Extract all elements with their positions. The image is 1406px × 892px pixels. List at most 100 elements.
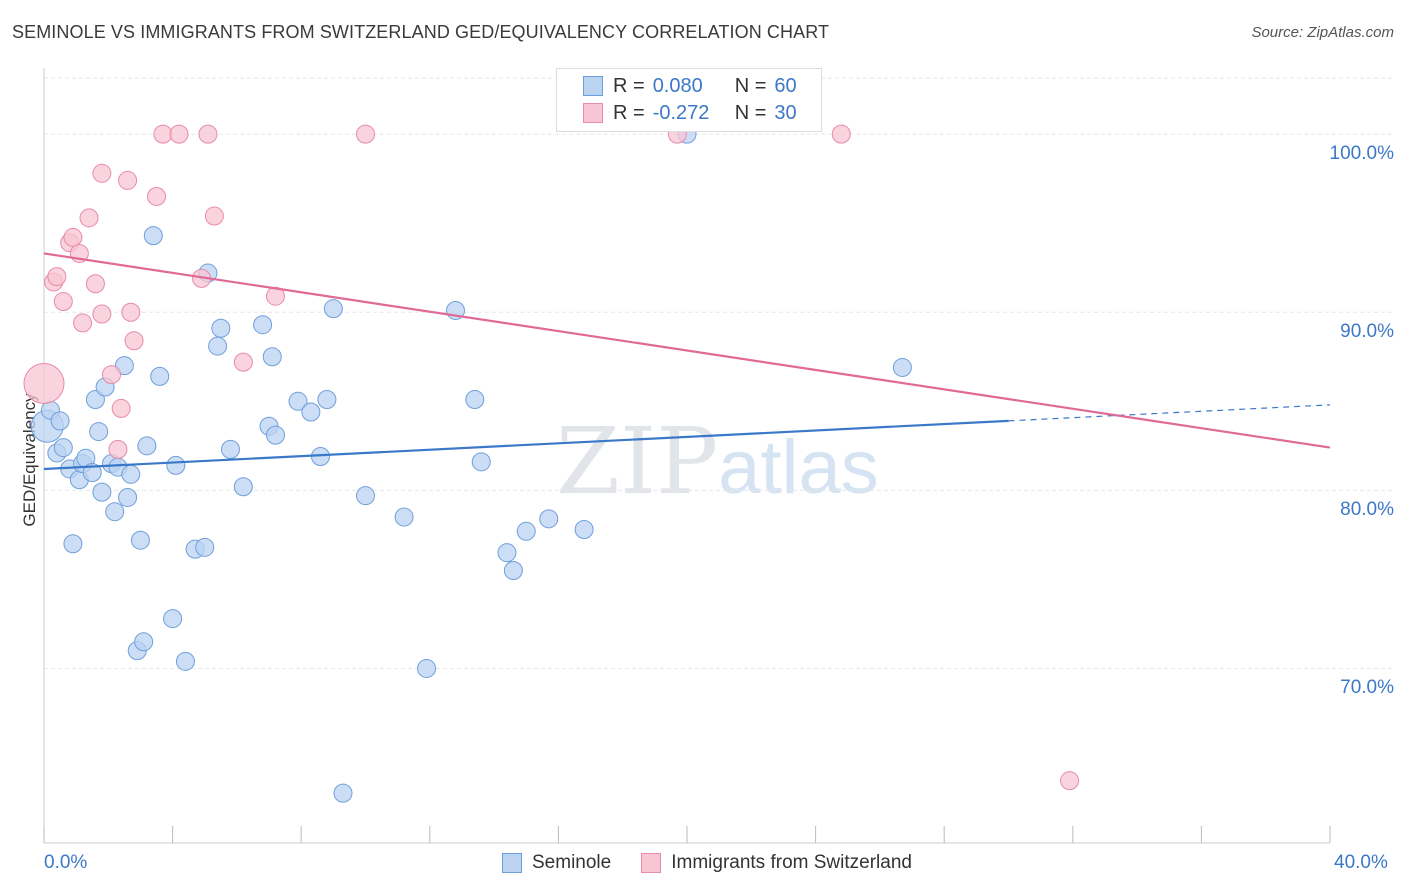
seminole-point [356, 486, 375, 506]
seminole-point [89, 422, 109, 442]
seminole-point [118, 487, 138, 507]
swiss-point [92, 163, 112, 183]
seminole-point [63, 534, 83, 554]
swiss-point [79, 208, 99, 228]
x-tick-label-max: 40.0% [1334, 852, 1388, 873]
seminole-point [394, 507, 414, 527]
seminole-point [130, 530, 150, 550]
swiss-point [118, 170, 138, 190]
seminole-point [265, 425, 285, 445]
swiss-point [111, 398, 131, 418]
seminole-point [220, 439, 240, 459]
seminole-point [82, 463, 102, 483]
seminole-point [253, 315, 273, 335]
series-legend-swiss: Immigrants from Switzerland [641, 852, 912, 874]
seminole-trend-extension [1008, 404, 1331, 422]
seminole-point [288, 391, 308, 411]
legend-n-label: N = [734, 101, 767, 124]
legend-r-label: R = [613, 101, 645, 124]
zipatlas-watermark: ZIPatlas [556, 408, 879, 515]
seminole-point [195, 537, 215, 557]
swiss-point [204, 206, 224, 226]
series-swatch-seminole [502, 853, 522, 873]
swiss-point [356, 124, 375, 144]
x-tick-label-min: 0.0% [44, 852, 88, 873]
swiss-point [102, 365, 122, 385]
swiss-point [147, 186, 167, 206]
swiss-trend-line [43, 252, 1331, 449]
seminole-point [53, 438, 73, 458]
seminole-point [50, 411, 70, 431]
swiss-point [233, 352, 253, 372]
seminole-point [465, 390, 485, 410]
legend-row-swiss: R = -0.272 N = 30 [583, 100, 797, 126]
source-note: Source: ZipAtlas.com [1251, 24, 1394, 41]
legend-r-value: -0.272 [652, 101, 710, 124]
seminole-point [208, 336, 228, 356]
watermark-zip: ZIP [556, 408, 719, 515]
seminole-point [503, 560, 523, 580]
series-legend-seminole: Seminole [502, 852, 611, 874]
seminole-point [317, 390, 337, 410]
seminole-point [333, 783, 353, 803]
seminole-point [143, 226, 163, 246]
y-tick-label: 100.0% [1329, 143, 1394, 165]
seminole-point [92, 482, 112, 502]
seminole-point [417, 658, 437, 678]
swiss-point [124, 331, 144, 351]
seminole-point [262, 347, 282, 367]
swiss-point [169, 124, 189, 144]
seminole-point [150, 366, 170, 386]
seminole-point [301, 402, 321, 422]
correlation-legend: R = 0.080 N = 60 R = -0.272 N = 30 [556, 68, 822, 132]
swiss-point [47, 267, 67, 287]
seminole-point [121, 464, 141, 484]
legend-row-seminole: R = 0.080 N = 60 [583, 73, 797, 99]
y-tick-label: 90.0% [1340, 321, 1394, 343]
series-legend: Seminole Immigrants from Switzerland [502, 852, 942, 874]
seminole-point [233, 477, 253, 497]
seminole-point [539, 509, 559, 529]
legend-n-value: 30 [774, 101, 797, 124]
seminole-point [323, 299, 343, 319]
swiss-point [831, 124, 851, 144]
legend-swatch-swiss [583, 103, 603, 123]
swiss-point [108, 439, 128, 459]
y-tick-label: 80.0% [1340, 499, 1394, 521]
seminole-point [175, 651, 195, 671]
seminole-point [574, 520, 594, 540]
seminole-trend-line [43, 419, 1009, 471]
series-swatch-swiss [641, 853, 662, 873]
seminole-point [497, 543, 517, 563]
swiss-point [121, 302, 141, 322]
swiss-point [198, 124, 218, 144]
seminole-point [892, 357, 912, 377]
seminole-point [516, 521, 536, 541]
swiss-point [23, 362, 65, 404]
swiss-point [92, 304, 112, 324]
seminole-point [105, 502, 125, 522]
chart-title: SEMINOLE VS IMMIGRANTS FROM SWITZERLAND … [12, 22, 830, 42]
seminole-point [137, 436, 157, 456]
swiss-point [265, 286, 285, 306]
legend-swatch-seminole [583, 76, 603, 96]
seminole-point [163, 609, 183, 629]
watermark-atlas: atlas [718, 425, 879, 510]
swiss-point [153, 124, 173, 144]
swiss-point [85, 274, 105, 294]
legend-n-value: 60 [774, 74, 797, 97]
legend-r-value: 0.080 [652, 74, 703, 97]
seminole-point [134, 632, 154, 652]
y-tick-label: 70.0% [1340, 677, 1394, 699]
seminole-point [211, 318, 231, 338]
legend-n-label: N = [734, 74, 767, 97]
swiss-point [73, 313, 93, 333]
legend-r-label: R = [613, 74, 645, 97]
series-label-seminole: Seminole [532, 852, 612, 873]
swiss-point [63, 227, 83, 247]
seminole-point [166, 455, 186, 475]
series-label-swiss: Immigrants from Switzerland [671, 852, 912, 873]
swiss-point [53, 292, 73, 312]
swiss-point [1060, 771, 1080, 791]
